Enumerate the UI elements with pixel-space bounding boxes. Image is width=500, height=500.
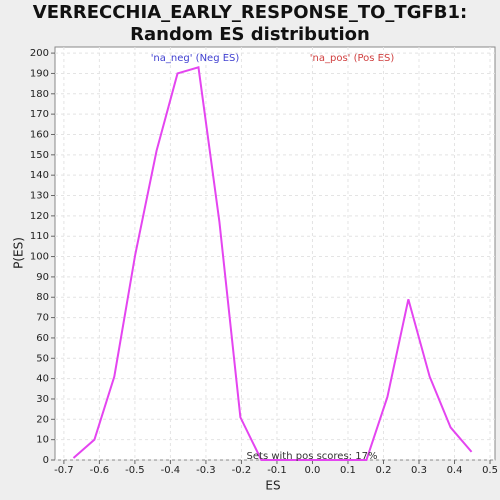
x-tick-label: -0.1 bbox=[267, 465, 287, 476]
y-tick-label: 30 bbox=[36, 394, 49, 405]
y-tick-label: 40 bbox=[36, 374, 49, 385]
y-tick-label: 110 bbox=[30, 231, 49, 242]
y-tick-label: 0 bbox=[43, 455, 49, 466]
y-tick-label: 90 bbox=[36, 272, 49, 283]
y-tick-label: 60 bbox=[36, 333, 49, 344]
chart-title: VERRECCHIA_EARLY_RESPONSE_TO_TGFB1: Rand… bbox=[32, 2, 468, 45]
x-tick-label: 0.2 bbox=[376, 465, 392, 476]
y-tick-label: 140 bbox=[30, 170, 49, 181]
x-tick-label: -0.5 bbox=[125, 465, 145, 476]
x-tick-label: 0.0 bbox=[305, 465, 321, 476]
plot-area bbox=[54, 46, 496, 461]
y-tick-label: 120 bbox=[30, 211, 49, 222]
y-tick-label: 20 bbox=[36, 414, 49, 425]
x-tick-label: -0.3 bbox=[196, 465, 216, 476]
y-tick-label: 190 bbox=[30, 68, 49, 79]
x-tick-label: 0.5 bbox=[482, 465, 498, 476]
x-tick-label: -0.6 bbox=[90, 465, 110, 476]
x-tick-label: 0.4 bbox=[447, 465, 463, 476]
y-tick-label: 100 bbox=[30, 252, 49, 263]
annotation: 'na_neg' (Neg ES) bbox=[151, 53, 240, 64]
x-tick-label: 0.1 bbox=[340, 465, 356, 476]
x-axis-label: ES bbox=[265, 479, 280, 493]
y-axis-label: P(ES) bbox=[12, 237, 26, 269]
y-tick-label: 170 bbox=[30, 109, 49, 120]
x-tick-label: -0.7 bbox=[54, 465, 74, 476]
y-tick-label: 10 bbox=[36, 435, 49, 446]
annotation: Sets with pos scores: 17% bbox=[247, 451, 378, 462]
annotation: 'na_pos' (Pos ES) bbox=[310, 53, 395, 64]
y-tick-label: 160 bbox=[30, 129, 49, 140]
y-tick-label: 200 bbox=[30, 48, 49, 59]
x-tick-label: 0.3 bbox=[411, 465, 427, 476]
y-tick-label: 150 bbox=[30, 150, 49, 161]
y-tick-label: 130 bbox=[30, 191, 49, 202]
y-tick-label: 50 bbox=[36, 353, 49, 364]
y-tick-label: 80 bbox=[36, 292, 49, 303]
y-tick-label: 180 bbox=[30, 89, 49, 100]
y-tick-label: 70 bbox=[36, 313, 49, 324]
es-line bbox=[72, 66, 473, 461]
x-tick-label: -0.4 bbox=[161, 465, 181, 476]
x-tick-label: -0.2 bbox=[232, 465, 252, 476]
